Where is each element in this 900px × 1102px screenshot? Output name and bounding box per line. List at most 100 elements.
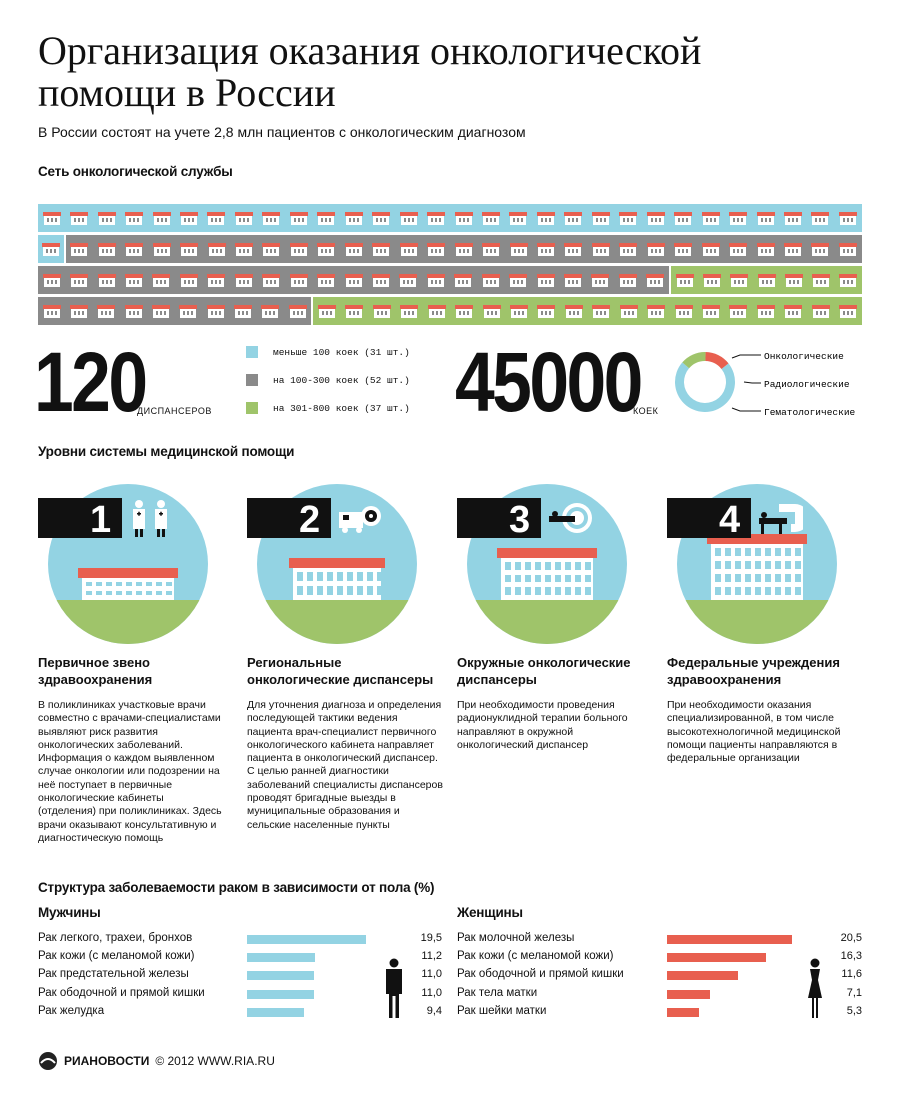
- men-heading: Мужчины: [38, 905, 101, 920]
- dispensary-icon: [454, 242, 473, 256]
- man-figure-icon: [386, 958, 402, 1018]
- ground: [677, 600, 837, 644]
- bar-value: 9,4: [426, 1005, 442, 1017]
- footer-brand[interactable]: РИАНОВОСТИ: [64, 1054, 150, 1068]
- dispensary-icon: [262, 242, 281, 256]
- level-title: Первичное звено здравоохранения: [38, 655, 153, 687]
- donut-label: Онкологические: [764, 351, 844, 362]
- dispensary-icon: [591, 273, 610, 287]
- dispensary-icon: [234, 242, 253, 256]
- dispensary-icon: [125, 273, 144, 287]
- dispensary-icon: [288, 304, 307, 318]
- subtitle: В России состоят на учете 2,8 млн пациен…: [38, 124, 526, 140]
- dispensary-icon: [838, 211, 857, 225]
- dispensary-icon: [426, 273, 445, 287]
- dispensary-icon: [811, 211, 830, 225]
- bar-value: 11,0: [421, 987, 442, 999]
- dispensary-icon: [344, 211, 363, 225]
- dispensary-icon: [371, 273, 390, 287]
- network-segment-large: [313, 297, 864, 325]
- dispensary-icon: [619, 211, 638, 225]
- dispensary-icon: [262, 211, 281, 225]
- network-segment-medium: [65, 235, 864, 263]
- legend-label: на 301-800 коек (37 шт.): [273, 403, 410, 414]
- dispensary-icon: [125, 211, 144, 225]
- dispensary-icon: [618, 273, 637, 287]
- donut-label: Гематологические: [764, 407, 856, 418]
- dispensary-icon: [784, 304, 803, 318]
- dispensary-icon: [646, 273, 665, 287]
- dispensary-icon: [207, 211, 226, 225]
- bar-label: Рак легкого, трахеи, бронхов: [38, 932, 193, 944]
- dispensary-icon: [729, 211, 748, 225]
- network-segment-small: [38, 204, 864, 232]
- legend-swatch: [246, 346, 258, 358]
- dispensary-icon: [784, 273, 803, 287]
- dispensary-icon: [124, 304, 143, 318]
- level-number: 1: [90, 499, 112, 541]
- level-number-box: [38, 498, 122, 538]
- dispensary-icon: [701, 211, 720, 225]
- dispensary-icon: [42, 304, 61, 318]
- level-title: Федеральные учреждения здравоохранения: [667, 655, 840, 687]
- dispensary-icon: [289, 242, 308, 256]
- dispensary-icon: [536, 242, 555, 256]
- dispensary-icon: [427, 211, 446, 225]
- legend-swatch: [246, 374, 258, 386]
- dispensary-icon: [481, 211, 500, 225]
- dispensary-icon: [730, 273, 749, 287]
- dispensary-icon: [481, 273, 500, 287]
- bar-value: 11,0: [421, 968, 442, 980]
- incidence-heading: Структура заболеваемости раком в зависим…: [38, 880, 435, 895]
- hospital-building-icon: [78, 568, 178, 600]
- footer-copyright[interactable]: © 2012 WWW.RIA.RU: [155, 1054, 275, 1068]
- dispensary-icon: [812, 273, 831, 287]
- high-tech-scanner-icon: [759, 504, 803, 534]
- page-title: Организация оказания онкологической помо…: [38, 30, 701, 114]
- ria-logo-icon: [39, 1052, 57, 1070]
- dispensary-icon: [289, 273, 308, 287]
- bar-value: 7,1: [846, 987, 862, 999]
- bar-label: Рак предстательной железы: [38, 968, 189, 980]
- dispensary-icon: [703, 273, 722, 287]
- level-number: 3: [509, 499, 531, 541]
- bar-label: Рак молочной железы: [457, 932, 575, 944]
- network-row: [38, 266, 864, 294]
- dispensary-icon: [591, 242, 610, 256]
- dispensary-icon: [42, 211, 61, 225]
- mobile-clinic-icon: [339, 506, 381, 533]
- dispensary-icon: [701, 242, 720, 256]
- bar-value: 19,5: [420, 932, 442, 944]
- beds-donut-chart: Онкологические Радиологические Гематологич…: [675, 351, 856, 418]
- dispensary-icon: [233, 304, 252, 318]
- bar: [247, 935, 366, 944]
- dispensary-icon: [838, 242, 857, 256]
- bar: [247, 1008, 305, 1017]
- dispensary-icon: [811, 242, 830, 256]
- dispensary-icon: [564, 242, 583, 256]
- dispensary-icon: [839, 273, 858, 287]
- dispensary-icon: [756, 242, 775, 256]
- dispensary-icon: [564, 304, 583, 318]
- network-segment-large: [671, 266, 864, 294]
- woman-figure-icon: [808, 958, 822, 1018]
- dispensary-icon: [234, 273, 253, 287]
- dispensaries-value: 120: [34, 335, 148, 429]
- title-line-2: помощи в России: [38, 70, 336, 115]
- dispensary-icon: [125, 242, 144, 256]
- ground: [48, 600, 208, 644]
- level-title: Региональные онкологические диспансеры: [247, 655, 434, 687]
- dispensary-icon: [152, 211, 171, 225]
- radiotherapy-icon: [549, 503, 592, 533]
- dispensary-icon: [619, 304, 638, 318]
- dispensary-icon: [427, 304, 446, 318]
- dispensary-icon: [564, 273, 583, 287]
- dispensary-icon: [344, 242, 363, 256]
- dispensary-icon: [399, 211, 418, 225]
- dispensary-icon: [317, 211, 336, 225]
- dispensary-icon: [97, 242, 116, 256]
- dispensary-icon: [399, 242, 418, 256]
- ground: [257, 600, 417, 644]
- beds-value: 45000: [455, 335, 643, 429]
- donut-label: Радиологические: [764, 379, 850, 390]
